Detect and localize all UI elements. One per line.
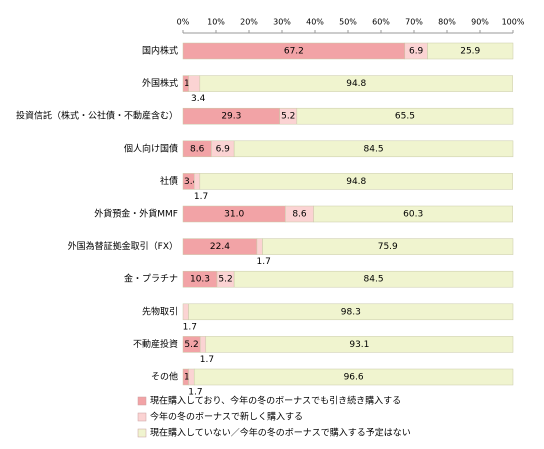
bar-segment — [199, 336, 207, 353]
bar-segment — [199, 173, 513, 190]
value-label: 6.9 — [216, 144, 231, 154]
bar-segment — [199, 75, 513, 92]
bar-segment — [188, 303, 514, 321]
x-tick-label: 10% — [207, 18, 225, 27]
category-label: 先物取引 — [142, 305, 178, 317]
value-label: 60.3 — [403, 210, 423, 220]
value-label: 8.6 — [292, 210, 307, 220]
value-label: 1.7 — [200, 355, 214, 365]
bar-segment — [313, 205, 513, 223]
value-label: 6.9 — [409, 47, 424, 57]
value-label: 98.3 — [341, 307, 361, 317]
value-label: 29.3 — [221, 112, 241, 122]
bar-segment — [427, 42, 514, 60]
category-label: 社債 — [160, 175, 178, 187]
value-label: 1.7 — [183, 322, 197, 332]
bar-segment — [256, 238, 263, 255]
value-label: 65.5 — [395, 112, 415, 122]
value-label: 31.0 — [224, 210, 244, 220]
value-label: 5.2 — [218, 275, 232, 285]
value-label: 3.4 — [191, 94, 206, 104]
value-label: 10.3 — [190, 275, 210, 285]
x-tick-label: 100% — [502, 18, 525, 27]
value-label: 84.5 — [364, 144, 384, 154]
value-label: 25.9 — [460, 47, 480, 57]
category-label: 不動産投資 — [133, 338, 178, 350]
value-label: 1.7 — [257, 257, 271, 267]
bar-segment — [296, 107, 514, 125]
x-tick-label: 60% — [372, 18, 390, 27]
x-tick-label: 40% — [306, 18, 324, 27]
value-label: 5.2 — [281, 112, 295, 122]
category-label: 投資信託（株式・公社債・不動産含む） — [16, 110, 178, 122]
value-label: 84.5 — [364, 275, 384, 285]
x-tick-label: 70% — [405, 18, 423, 27]
category-label: 外国株式 — [142, 77, 178, 89]
category-label: その他 — [151, 371, 178, 383]
value-label: 5.2 — [184, 340, 198, 350]
value-label: 3.4 — [184, 177, 199, 187]
value-label: 94.8 — [346, 79, 366, 89]
legend-label: 現在購入しており、今年の冬のボーナスでも引き続き購入する — [150, 395, 401, 407]
x-tick-label: 50% — [339, 18, 357, 27]
bar-segment — [205, 336, 514, 353]
legend-swatch — [137, 428, 147, 438]
x-tick-label: 80% — [438, 18, 456, 27]
category-label: 外国為替証拠金取引（FX） — [68, 240, 178, 252]
category-label: 金・プラチナ — [124, 273, 178, 285]
x-tick-label: 90% — [471, 18, 489, 27]
bar-segment — [193, 173, 201, 190]
value-label: 1.7 — [188, 388, 202, 398]
legend-label: 現在購入していない／今年の冬のボーナスで購入する予定はない — [150, 427, 411, 439]
value-label: 22.4 — [210, 242, 230, 252]
x-tick-label: 0% — [177, 18, 190, 27]
x-tick-label: 20% — [240, 18, 258, 27]
bar-segment — [182, 303, 189, 321]
value-label: 75.9 — [378, 242, 398, 252]
value-label: 93.1 — [349, 340, 369, 350]
legend-swatch — [137, 396, 147, 406]
value-label: 8.6 — [190, 144, 205, 154]
bar-segment — [188, 75, 201, 92]
legend-swatch — [137, 412, 147, 422]
value-label: 96.6 — [344, 373, 364, 383]
value-label: 1.7 — [194, 192, 208, 202]
category-label: 外貨預金・外貨MMF — [94, 208, 178, 220]
bar-segment — [233, 270, 514, 288]
value-label: 94.8 — [346, 177, 366, 187]
category-label: 個人向け国債 — [124, 142, 178, 154]
bar-segment — [188, 368, 195, 386]
bar-segment — [233, 140, 514, 158]
category-label: 国内株式 — [142, 45, 178, 57]
bar-segment — [262, 238, 514, 255]
x-tick-label: 30% — [273, 18, 291, 27]
bar-segment — [193, 368, 514, 386]
value-label: 67.2 — [284, 47, 304, 57]
legend-label: 今年の冬のボーナスで新しく購入する — [150, 411, 303, 423]
